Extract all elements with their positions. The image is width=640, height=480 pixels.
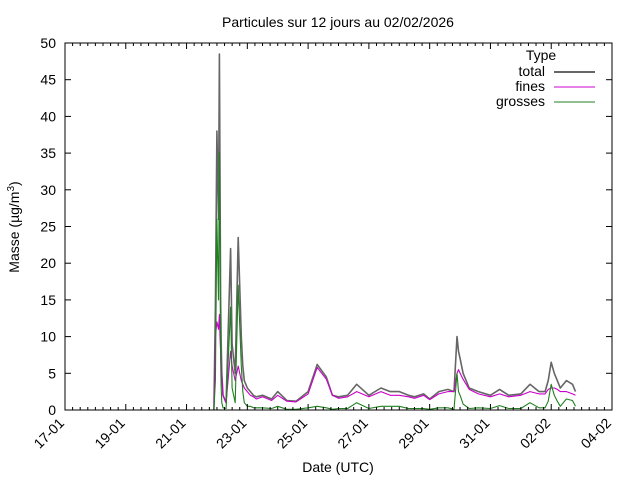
series-line-total	[213, 53, 577, 411]
series-layer	[213, 53, 577, 411]
legend-entry-fines: fines	[515, 78, 595, 94]
y-tick-label: 40	[40, 108, 56, 124]
y-tick-label: 10	[40, 329, 56, 345]
y-tick-label: 45	[40, 72, 56, 88]
legend: Type total fines grosses	[496, 47, 595, 109]
y-tick-label: 15	[40, 292, 56, 308]
y-tick-label: 50	[40, 35, 56, 51]
legend-entry-grosses: grosses	[496, 93, 595, 109]
y-axis-label-superscript: 3	[6, 186, 17, 192]
y-tick-label: 35	[40, 145, 56, 161]
series-line-grosses	[213, 152, 576, 411]
y-tick-label: 5	[48, 365, 56, 381]
y-tick-label: 25	[40, 219, 56, 235]
series-line-fines	[213, 314, 576, 411]
legend-label-total: total	[519, 63, 545, 79]
chart-title: Particules sur 12 jours au 02/02/2026	[222, 14, 454, 30]
y-axis-label-close: )	[6, 181, 22, 186]
legend-label-fines: fines	[515, 78, 545, 94]
y-axis-label-main: Masse (µg/m	[6, 192, 22, 273]
legend-label-grosses: grosses	[496, 93, 545, 109]
legend-entry-total: total	[519, 63, 595, 79]
x-axis-label: Date (UTC)	[302, 459, 374, 475]
y-axis-label: Masse (µg/m3)	[6, 181, 22, 272]
legend-title: Type	[526, 47, 557, 63]
y-tick-label: 20	[40, 255, 56, 271]
y-tick-label: 30	[40, 182, 56, 198]
y-tick-label: 0	[48, 402, 56, 418]
